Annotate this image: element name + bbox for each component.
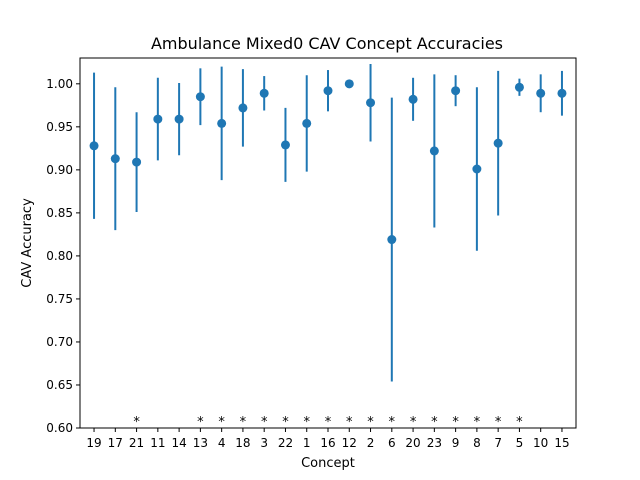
x-tick-label: 23 — [427, 436, 442, 450]
data-point — [493, 138, 503, 148]
x-tick-label: 9 — [452, 436, 460, 450]
significance-star: * — [516, 415, 523, 430]
x-tick-label: 19 — [86, 436, 101, 450]
data-point — [302, 118, 312, 128]
y-tick-label: 0.65 — [46, 378, 73, 392]
x-tick-label: 22 — [278, 436, 293, 450]
significance-star: * — [218, 415, 225, 430]
y-tick-label: 0.80 — [46, 249, 73, 263]
significance-star: * — [431, 415, 438, 430]
x-tick-label: 14 — [171, 436, 186, 450]
data-point — [514, 82, 524, 92]
data-point — [323, 86, 333, 96]
data-point — [280, 140, 290, 150]
x-tick-label: 2 — [367, 436, 375, 450]
significance-star: * — [410, 415, 417, 430]
y-tick-label: 0.90 — [46, 163, 73, 177]
x-tick-label: 15 — [554, 436, 569, 450]
significance-star: * — [452, 415, 459, 430]
significance-star: * — [389, 415, 396, 430]
data-point — [195, 92, 205, 102]
x-tick-label: 5 — [516, 436, 524, 450]
data-point — [557, 88, 567, 98]
data-point — [259, 88, 269, 98]
significance-star: * — [495, 415, 502, 430]
data-point — [451, 86, 461, 96]
significance-star: * — [261, 415, 268, 430]
x-tick-label: 8 — [473, 436, 481, 450]
data-point — [366, 98, 376, 108]
data-point — [344, 79, 354, 89]
data-point — [132, 157, 142, 167]
significance-star: * — [282, 415, 289, 430]
x-tick-label: 4 — [218, 436, 226, 450]
x-tick-label: 18 — [235, 436, 250, 450]
significance-star: * — [325, 415, 332, 430]
x-tick-label: 21 — [129, 436, 144, 450]
x-tick-label: 11 — [150, 436, 165, 450]
x-axis: 19 17 21 11 14 13 4 18 3 22 1 16 12 2 6 20 23 9 8 7 5 10 15 — [86, 428, 570, 450]
x-tick-label: 3 — [260, 436, 268, 450]
x-tick-label: 17 — [108, 436, 123, 450]
significance-star: * — [133, 415, 140, 430]
plot-frame — [79, 57, 577, 429]
y-axis-label: CAV Accuracy — [20, 198, 35, 288]
y-tick-label: 0.75 — [46, 292, 73, 306]
x-tick-label: 13 — [193, 436, 208, 450]
significance-markers: * * * * * * * * * * * * * * * * * — [133, 415, 523, 430]
x-tick-label: 6 — [388, 436, 396, 450]
data-point — [217, 118, 227, 128]
data-point — [472, 164, 482, 174]
data-points — [89, 64, 567, 382]
y-tick-label: 0.95 — [46, 120, 73, 134]
data-point — [89, 141, 99, 151]
significance-star: * — [303, 415, 310, 430]
data-point — [153, 114, 163, 124]
x-axis-label: Concept — [301, 456, 355, 471]
y-tick-label: 0.60 — [46, 421, 73, 435]
data-point — [238, 103, 248, 113]
significance-star: * — [367, 415, 374, 430]
data-point — [174, 114, 184, 124]
significance-star: * — [474, 415, 481, 430]
y-axis: 0.60 0.65 0.70 0.75 0.80 0.85 0.90 0.95 1.00 — [46, 77, 80, 435]
y-tick-label: 0.70 — [46, 335, 73, 349]
chart-title: Ambulance Mixed0 CAV Concept Accuracies — [151, 34, 503, 53]
data-point — [429, 146, 439, 156]
x-tick-label: 7 — [494, 436, 502, 450]
x-tick-label: 20 — [405, 436, 420, 450]
y-tick-label: 1.00 — [46, 77, 73, 91]
x-tick-label: 12 — [342, 436, 357, 450]
data-point — [536, 88, 546, 98]
significance-star: * — [240, 415, 247, 430]
x-tick-label: 1 — [303, 436, 311, 450]
x-tick-label: 16 — [320, 436, 335, 450]
data-point — [408, 94, 418, 104]
significance-star: * — [197, 415, 204, 430]
x-tick-label: 10 — [533, 436, 548, 450]
y-tick-label: 0.85 — [46, 206, 73, 220]
significance-star: * — [346, 415, 353, 430]
data-point — [387, 235, 397, 245]
data-point — [110, 154, 120, 164]
